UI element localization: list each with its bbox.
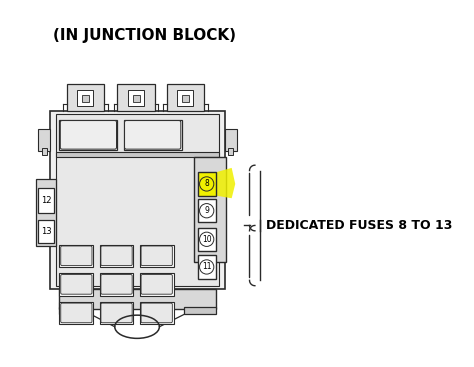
Bar — [42, 148, 47, 155]
Text: 11: 11 — [202, 262, 211, 272]
Bar — [59, 273, 93, 295]
Bar — [228, 148, 234, 155]
Circle shape — [200, 260, 214, 274]
Bar — [177, 90, 193, 106]
Bar — [59, 307, 91, 314]
Bar — [59, 302, 93, 324]
FancyBboxPatch shape — [141, 246, 173, 266]
Polygon shape — [216, 168, 235, 198]
FancyBboxPatch shape — [61, 303, 92, 323]
Bar — [198, 255, 216, 279]
Bar — [38, 188, 54, 213]
Bar — [59, 289, 216, 309]
FancyBboxPatch shape — [101, 275, 132, 294]
Bar — [140, 245, 173, 267]
Bar — [184, 307, 216, 314]
Bar — [56, 115, 219, 286]
FancyBboxPatch shape — [141, 303, 173, 323]
Bar — [100, 245, 134, 267]
Text: 12: 12 — [41, 196, 51, 206]
Bar — [140, 302, 173, 324]
Text: 9: 9 — [204, 206, 209, 215]
Bar — [56, 152, 219, 157]
Bar — [166, 84, 204, 111]
Bar — [140, 273, 173, 295]
Text: DEDICATED FUSES 8 TO 13: DEDICATED FUSES 8 TO 13 — [265, 219, 452, 232]
Bar — [225, 128, 237, 151]
Bar — [128, 90, 144, 106]
Text: 10: 10 — [202, 235, 211, 244]
Bar — [100, 302, 134, 324]
FancyBboxPatch shape — [141, 275, 173, 294]
Bar — [59, 245, 93, 267]
FancyBboxPatch shape — [101, 246, 132, 266]
Circle shape — [200, 177, 214, 191]
Bar — [198, 228, 216, 251]
Bar — [38, 128, 51, 151]
FancyBboxPatch shape — [101, 303, 132, 323]
Circle shape — [200, 232, 214, 246]
FancyBboxPatch shape — [61, 246, 92, 266]
Bar — [182, 95, 189, 102]
Bar — [36, 179, 56, 246]
Bar — [59, 120, 118, 150]
Circle shape — [200, 204, 214, 218]
FancyBboxPatch shape — [60, 121, 117, 149]
Bar — [198, 199, 216, 222]
Bar — [100, 273, 134, 295]
Bar — [198, 172, 216, 196]
Bar — [77, 90, 93, 106]
Bar — [66, 84, 104, 111]
Bar — [194, 157, 226, 262]
Bar — [133, 95, 140, 102]
Bar — [124, 120, 182, 150]
Text: 8: 8 — [204, 179, 209, 188]
Text: (IN JUNCTION BLOCK): (IN JUNCTION BLOCK) — [53, 28, 236, 43]
Bar — [118, 84, 155, 111]
FancyBboxPatch shape — [125, 121, 181, 149]
FancyBboxPatch shape — [61, 275, 92, 294]
Bar — [51, 111, 225, 289]
Text: 13: 13 — [41, 227, 51, 236]
Bar — [38, 220, 54, 243]
Bar — [82, 95, 89, 102]
